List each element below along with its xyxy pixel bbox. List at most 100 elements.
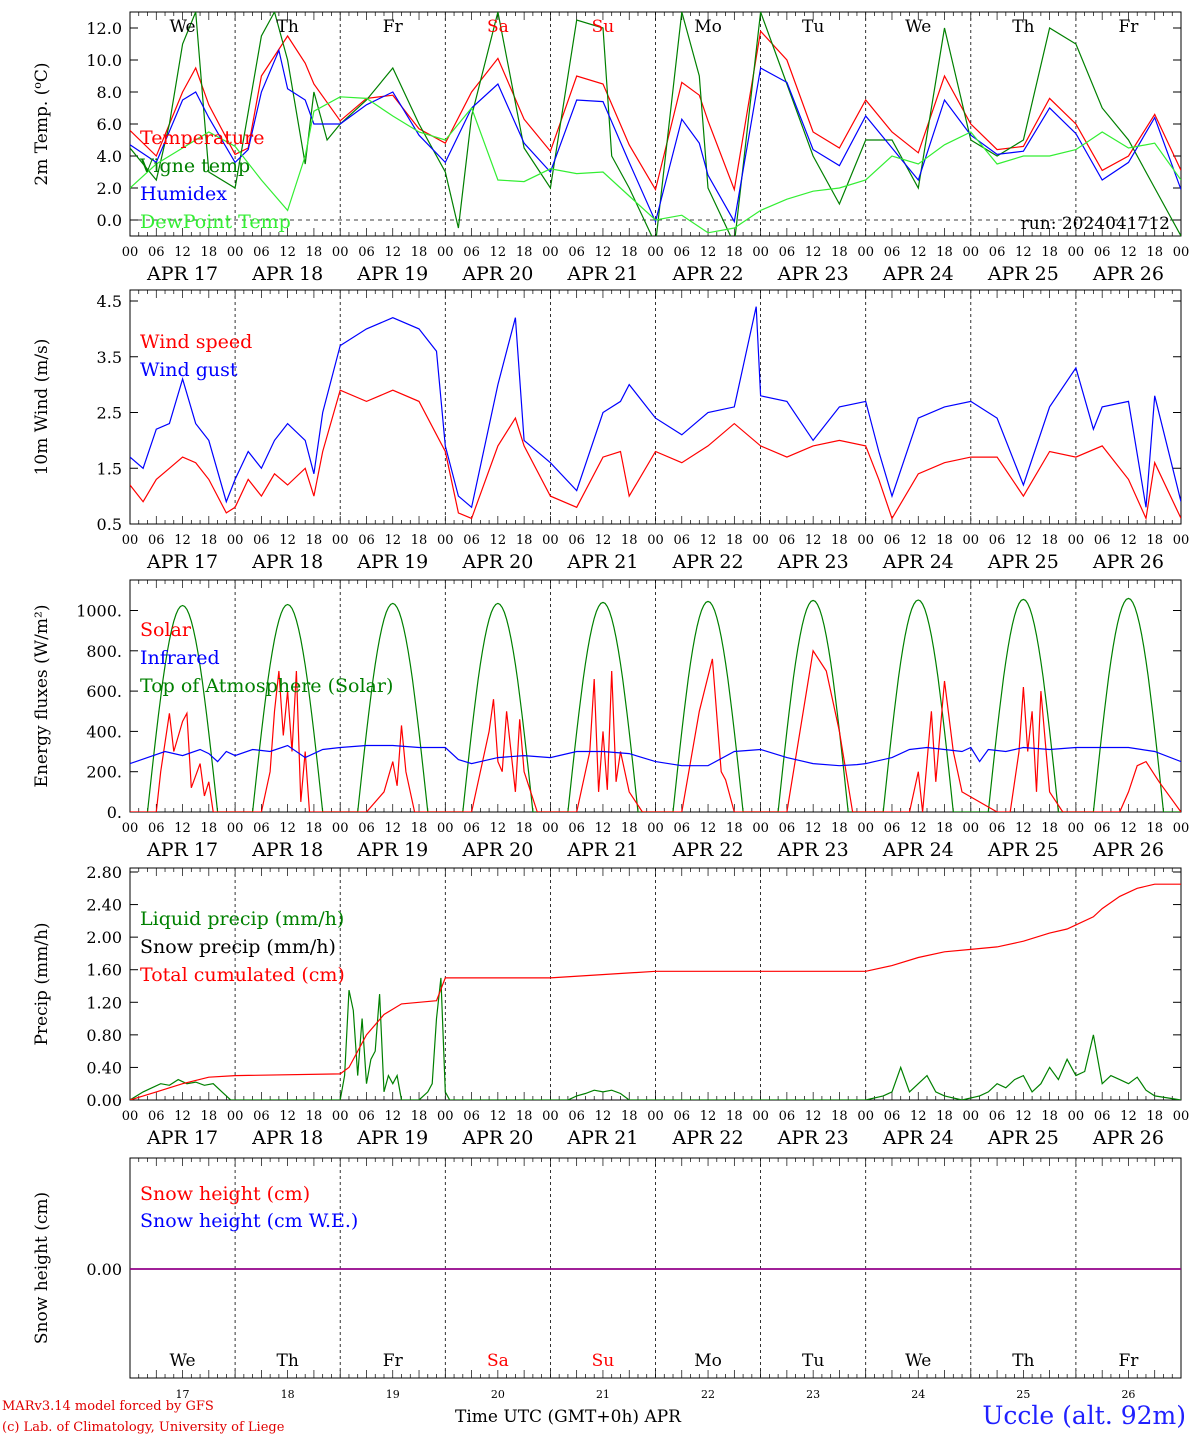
hour-tick-label: 18 <box>621 245 638 260</box>
date-label: APR 20 <box>461 551 533 573</box>
hour-tick-label: 00 <box>437 1109 454 1124</box>
y-tick-label: 0.40 <box>86 1058 122 1077</box>
y-tick-label: 1.5 <box>97 459 122 478</box>
date-label: APR 19 <box>356 263 428 285</box>
panel-4: 0.00 0.40 0.80 1.20 1.60 2.00 2.40 2.80 Precip (… <box>32 863 1189 1149</box>
hour-tick-label: 00 <box>1068 533 1085 548</box>
y-tick-label: 400. <box>86 722 122 741</box>
weekday-label: We <box>169 17 195 37</box>
hour-tick-label: 00 <box>437 245 454 260</box>
weekday-label: Th <box>277 1351 299 1371</box>
hour-tick-label: 18 <box>411 245 428 260</box>
hour-tick-label: 00 <box>542 821 559 836</box>
series-vigne-temp <box>130 12 1181 236</box>
hour-tick-label: 12 <box>1015 245 1032 260</box>
hour-tick-label: 12 <box>174 533 191 548</box>
hour-tick-label: 18 <box>516 1109 533 1124</box>
hour-tick-label: 12 <box>174 1109 191 1124</box>
day-number-label: 17 <box>176 1388 190 1400</box>
hour-tick-label: 06 <box>779 1109 796 1124</box>
hour-tick-label: 12 <box>490 821 507 836</box>
hour-tick-label: 06 <box>358 1109 375 1124</box>
hour-tick-label: 12 <box>1015 533 1032 548</box>
legend-entry: DewPoint Temp <box>140 211 291 233</box>
hour-tick-label: 00 <box>542 533 559 548</box>
hour-tick-label: 06 <box>1094 245 1111 260</box>
hour-tick-label: 06 <box>568 533 585 548</box>
day-number-label: 19 <box>386 1388 400 1400</box>
hour-tick-label: 18 <box>201 245 218 260</box>
date-label: APR 21 <box>566 263 638 285</box>
legend-entry: Snow height (cm) <box>140 1183 310 1205</box>
hour-tick-label: 00 <box>1068 1109 1085 1124</box>
date-label: APR 18 <box>251 263 323 285</box>
date-label: APR 20 <box>461 1127 533 1149</box>
hour-tick-label: 06 <box>463 533 480 548</box>
hour-tick-label: 18 <box>516 533 533 548</box>
series-group <box>130 883 1181 1100</box>
series-top-of-atmosphere-solar <box>146 597 1181 812</box>
hour-tick-label: 06 <box>884 821 901 836</box>
hour-tick-label: 18 <box>1041 533 1058 548</box>
panel-frame <box>129 11 1182 237</box>
hour-tick-label: 00 <box>647 533 664 548</box>
legend-entry: Snow precip (mm/h) <box>140 936 336 958</box>
date-label: APR 22 <box>672 1127 744 1149</box>
hour-tick-label: 00 <box>1173 533 1190 548</box>
date-label: APR 18 <box>251 839 323 861</box>
station-name: Uccle (alt. 92m) <box>982 1401 1186 1430</box>
hour-tick-label: 06 <box>674 245 691 260</box>
y-axis-title: 10m Wind (m/s) <box>32 339 52 476</box>
hour-tick-label: 06 <box>779 821 796 836</box>
y-tick-label: 1000. <box>76 602 122 621</box>
date-label: APR 23 <box>777 551 849 573</box>
y-tick-label: 0.80 <box>86 1026 122 1045</box>
weekday-label: Mo <box>694 17 722 37</box>
hour-tick-label: 12 <box>595 533 612 548</box>
hour-tick-label: 00 <box>857 245 874 260</box>
hour-tick-label: 18 <box>201 1109 218 1124</box>
date-label: APR 19 <box>356 551 428 573</box>
hour-tick-label: 18 <box>1146 533 1163 548</box>
series-wind-speed <box>130 389 1181 521</box>
hour-tick-label: 12 <box>490 1109 507 1124</box>
hour-tick-label: 18 <box>1146 821 1163 836</box>
date-label: APR 23 <box>777 839 849 861</box>
date-label: APR 24 <box>882 1127 954 1149</box>
y-tick-label: 200. <box>86 763 122 782</box>
panel-2: 0.5 1.5 2.5 3.5 4.5 10m Wind (m/s) Wind speed W… <box>32 289 1190 573</box>
y-tick-label: 0.00 <box>86 1260 122 1279</box>
weekday-label: Fr <box>1118 1351 1139 1371</box>
hour-tick-label: 18 <box>621 533 638 548</box>
hour-tick-label: 12 <box>1120 533 1137 548</box>
weekday-label: Su <box>592 17 615 37</box>
hour-tick-label: 00 <box>752 533 769 548</box>
weekday-label: Mo <box>694 1351 722 1371</box>
time-axis-month: APR <box>644 1407 681 1427</box>
hour-tick-label: 12 <box>384 821 401 836</box>
hour-tick-label: 06 <box>463 245 480 260</box>
panel-3: 0. 200. 400. 600. 800. 1000. Energy fluxes (W/… <box>32 579 1189 861</box>
hour-tick-label: 00 <box>227 821 244 836</box>
hour-tick-label: 00 <box>227 1109 244 1124</box>
hour-tick-label: 18 <box>201 533 218 548</box>
hour-tick-label: 00 <box>122 533 139 548</box>
hour-tick-label: 06 <box>253 1109 270 1124</box>
date-label: APR 18 <box>251 1127 323 1149</box>
hour-tick-label: 12 <box>700 821 717 836</box>
date-label: APR 20 <box>461 263 533 285</box>
hour-tick-label: 18 <box>411 533 428 548</box>
date-label: APR 23 <box>777 263 849 285</box>
y-tick-label: 4.5 <box>97 292 122 311</box>
date-label: APR 22 <box>672 551 744 573</box>
hour-tick-label: 18 <box>411 1109 428 1124</box>
y-tick-label: 4.0 <box>97 147 122 166</box>
hour-tick-label: 12 <box>700 245 717 260</box>
hour-tick-label: 18 <box>621 821 638 836</box>
hour-tick-label: 18 <box>306 1109 323 1124</box>
y-tick-label: 600. <box>86 682 122 701</box>
y-tick-label: 0.0 <box>97 211 122 230</box>
hour-tick-label: 00 <box>122 245 139 260</box>
series-infrared <box>130 744 1181 767</box>
hour-tick-label: 06 <box>779 245 796 260</box>
